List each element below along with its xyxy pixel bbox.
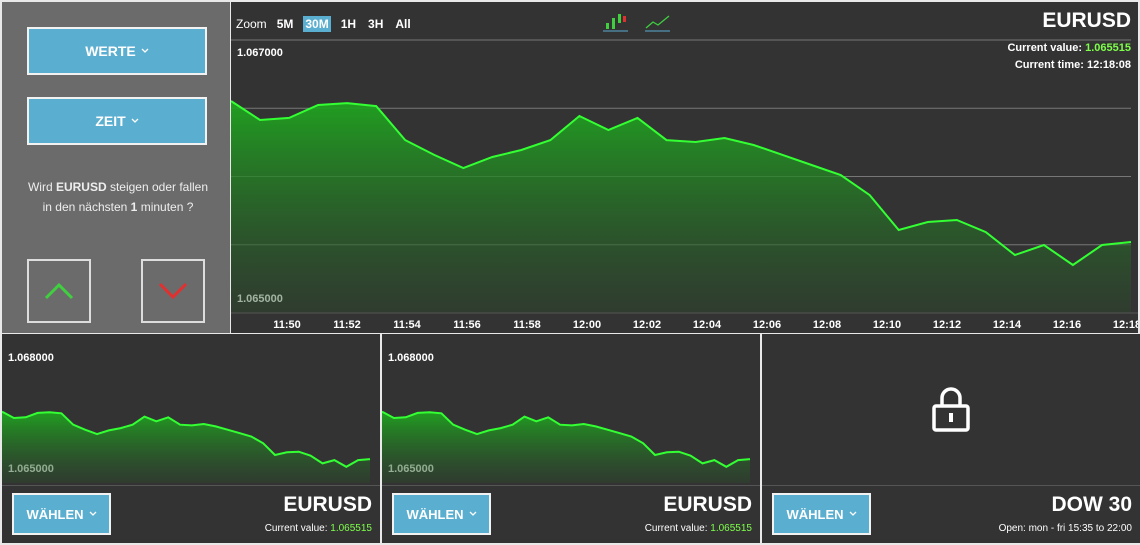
chart-type-icons — [603, 14, 670, 32]
candle-icon[interactable] — [603, 14, 628, 32]
mini-chart: 1.0680001.065000 — [382, 352, 751, 483]
lock-body — [932, 404, 970, 432]
button-label: WÄHLEN — [786, 506, 844, 522]
info-label: Current value: — [644, 523, 708, 534]
up-arrow — [44, 282, 74, 300]
chevron-path — [849, 511, 856, 516]
area-fill — [231, 101, 1131, 313]
x-tick-label: 11:56 — [453, 319, 481, 331]
question: Wird EURUSD steigen oder fallen in den n… — [22, 178, 214, 217]
symbol: EURUSD — [663, 493, 752, 516]
area-fill — [382, 411, 750, 483]
werte-button[interactable]: WERTE — [27, 27, 207, 75]
market-panel: 1.0680001.065000 WÄHLEN EURUSD Current valu… — [2, 334, 380, 543]
select-button[interactable]: WÄHLEN — [12, 493, 111, 535]
divider — [762, 485, 1140, 486]
price-line — [231, 100, 1132, 267]
market-panel: WÄHLEN DOW 30 Open: mon - fri 15:35 to 22:… — [762, 334, 1140, 543]
current-value: 1.065515 — [330, 523, 372, 534]
x-tick-label: 12:14 — [993, 319, 1022, 331]
symbol: EURUSD — [283, 493, 372, 516]
x-tick-label: 11:54 — [393, 319, 421, 331]
down-button[interactable] — [141, 259, 205, 323]
x-tick-label: 11:52 — [333, 319, 361, 331]
select-button[interactable]: WÄHLEN — [392, 493, 491, 535]
x-tick-label: 12:18 — [1113, 319, 1138, 331]
info-label: Current value: — [264, 523, 328, 534]
down-arrow — [158, 282, 188, 300]
divider — [2, 485, 380, 486]
area-fill — [2, 411, 370, 483]
chevron-path — [89, 511, 96, 516]
current-value: 1.065515 — [1085, 42, 1131, 54]
zoom-option[interactable]: 30M — [303, 16, 331, 32]
main-chart: 1.0670001.06500011:5011:5211:5411:5611:5… — [231, 39, 1138, 331]
chevron — [469, 511, 476, 516]
info-label: Current value: — [1007, 42, 1083, 54]
x-tick-label: 12:16 — [1053, 319, 1081, 331]
price-line — [382, 410, 751, 468]
lock-hole — [949, 413, 953, 422]
info: Open: mon - fri 15:35 to 22:00 — [999, 523, 1132, 534]
chevron — [89, 511, 96, 516]
y-tick-label: 1.068000 — [8, 352, 54, 364]
lock-icon — [932, 387, 970, 432]
info: Current value: 1.065515 — [645, 523, 752, 534]
select-button[interactable]: WÄHLEN — [772, 493, 871, 535]
text: EURUSD — [55, 180, 107, 194]
current-value: 1.065515 — [710, 523, 752, 534]
text: minuten ? — [137, 199, 194, 214]
x-tick-label: 12:02 — [633, 319, 661, 331]
button-label: ZEIT — [95, 113, 126, 129]
market-panel: 1.0680001.065000 WÄHLEN EURUSD Current valu… — [382, 334, 760, 543]
current-time: 12:18:08 — [1086, 59, 1131, 71]
text: steigen oder fallen in den nächsten — [42, 180, 209, 214]
x-tick-label: 12:12 — [933, 319, 961, 331]
x-tick-label: 12:00 — [573, 319, 601, 331]
main-chart-panel: Zoom 5M 30M 1H 3H All EURUSD Current value: 1… — [231, 2, 1138, 333]
lock-shackle — [940, 387, 962, 406]
chevron — [141, 48, 149, 53]
zoom-option[interactable]: All — [395, 17, 411, 31]
zoom-option[interactable]: 1H — [340, 17, 357, 31]
x-tick-label: 12:04 — [693, 319, 722, 331]
info-label: Current time: — [1014, 59, 1084, 71]
sidebar: WERTE ZEIT Wird EURUSD steigen oder fall… — [2, 2, 230, 333]
y-tick-label: 1.067000 — [237, 47, 283, 59]
divider — [382, 485, 760, 486]
info: Current value: 1.065515 — [265, 523, 372, 534]
chevron — [849, 511, 856, 516]
x-tick-label: 12:06 — [753, 319, 781, 331]
button-label: WERTE — [85, 43, 136, 59]
x-tick-label: 11:58 — [513, 319, 541, 331]
zeit-button[interactable]: ZEIT — [27, 97, 207, 145]
chevron — [131, 118, 139, 123]
text: 1 — [130, 199, 138, 214]
x-tick-label: 12:10 — [873, 319, 901, 331]
price-line — [2, 410, 371, 468]
button-label: WÄHLEN — [406, 506, 464, 522]
text: Wird — [27, 180, 56, 194]
symbol: DOW 30 — [1051, 493, 1132, 516]
up-button[interactable] — [27, 259, 91, 323]
button-label: WÄHLEN — [26, 506, 84, 522]
mini-chart: 1.0680001.065000 — [2, 352, 371, 483]
zoom-option[interactable]: 5M — [276, 17, 294, 31]
y-tick-label: 1.068000 — [388, 352, 434, 364]
zoom-label: Zoom — [236, 17, 267, 31]
x-tick-label: 11:50 — [273, 319, 301, 331]
line-icon[interactable] — [645, 15, 670, 32]
x-tick-label: 12:08 — [813, 319, 841, 331]
chevron-path — [469, 511, 476, 516]
symbol: EURUSD — [1042, 9, 1131, 32]
info-text: Open: mon - fri 15:35 to 22:00 — [998, 523, 1132, 534]
zoom-option[interactable]: 3H — [368, 17, 384, 31]
zoom-bar: Zoom 5M 30M 1H 3H All — [236, 16, 413, 32]
